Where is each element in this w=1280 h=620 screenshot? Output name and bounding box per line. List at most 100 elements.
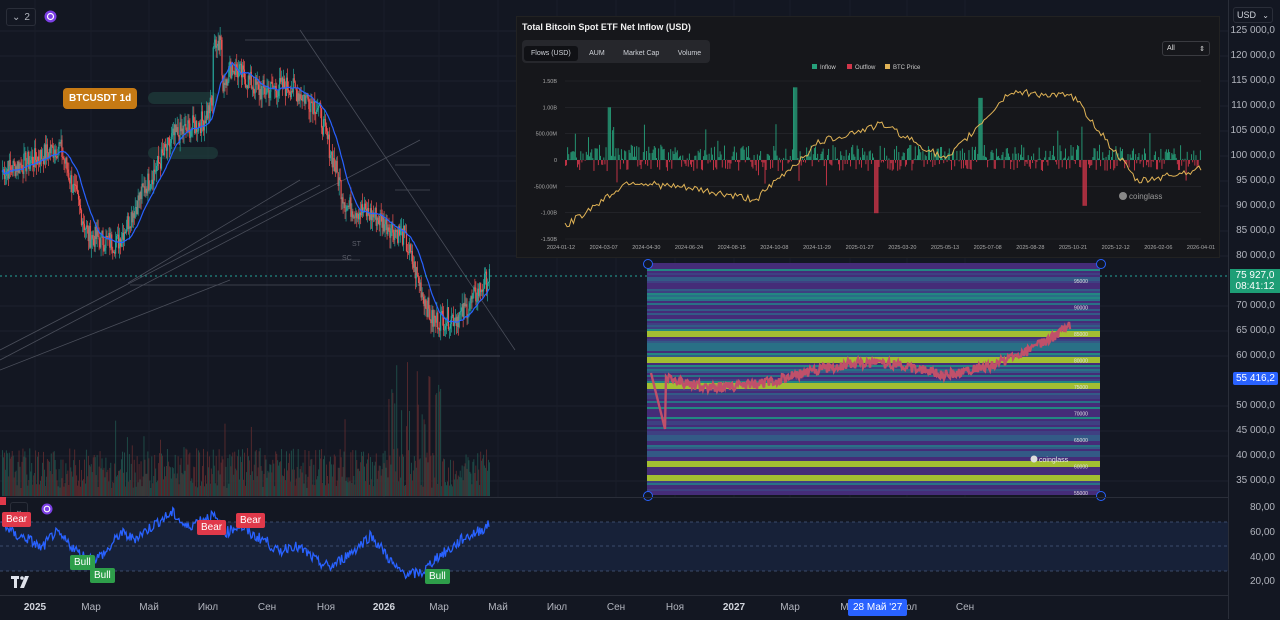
- candle-body: [171, 137, 172, 143]
- candle-body: [418, 275, 419, 278]
- inflow-bar: [920, 152, 921, 160]
- inflow-bar: [1076, 150, 1077, 160]
- volume-bar: [2, 450, 3, 496]
- volume-bar: [55, 460, 56, 496]
- outflow-bar: [887, 160, 888, 169]
- rsi-bear-badge: Bear: [236, 513, 265, 528]
- candle-body: [199, 123, 200, 127]
- inflow-bar: [903, 152, 904, 160]
- inflow-bar: [792, 149, 793, 160]
- inflow-bar: [785, 149, 786, 160]
- inflow-bar: [747, 157, 748, 160]
- volume-bar: [410, 474, 411, 496]
- volume-bar: [233, 475, 234, 496]
- inflow-bar: [986, 157, 987, 160]
- heatmap-band: [647, 357, 1100, 359]
- volume-bar: [259, 451, 260, 496]
- outflow-bar: [581, 160, 582, 162]
- volume-bar: [282, 475, 283, 496]
- candle-body: [71, 175, 72, 192]
- volume-bar: [95, 457, 96, 496]
- volume-bar: [368, 453, 369, 496]
- rsi-pane[interactable]: [0, 498, 1228, 594]
- volume-bar: [381, 476, 382, 496]
- inflow-bar: [836, 159, 837, 160]
- volume-bar: [467, 469, 468, 496]
- inflow-bar: [841, 155, 842, 160]
- inflow-bar: [1144, 148, 1145, 160]
- rsi-sync-button[interactable]: [40, 502, 54, 516]
- heatmap-band: [647, 337, 1100, 339]
- layout-toggle[interactable]: ⌄ 2: [6, 8, 36, 26]
- candle-body: [316, 110, 317, 114]
- heatmap-band: [647, 431, 1100, 433]
- volume-bar: [34, 473, 35, 496]
- volume-bar: [422, 414, 423, 496]
- price-tick-label: 80 000,0: [1236, 250, 1275, 261]
- outflow-bar: [965, 160, 966, 165]
- candle-body: [217, 46, 218, 48]
- volume-bar: [27, 486, 28, 496]
- outflow-bar: [912, 160, 913, 170]
- etf-x-tick: 2025-07-08: [974, 245, 1002, 251]
- trend-line: [0, 185, 320, 350]
- inflow-bar: [1045, 151, 1046, 160]
- inflow-bar: [1109, 150, 1110, 160]
- heatmap-band: [647, 479, 1100, 481]
- outflow-bar: [1084, 160, 1085, 206]
- volume-bar: [197, 487, 198, 496]
- volume-bar: [163, 479, 164, 496]
- inflow-bar: [1092, 157, 1093, 160]
- resize-handle-tl[interactable]: [643, 259, 653, 269]
- inflow-bar: [1168, 149, 1169, 160]
- volume-bar: [11, 457, 12, 496]
- time-tick-label: Мар: [780, 602, 800, 613]
- outflow-bar: [690, 160, 691, 164]
- last-price: 75 927,0: [1230, 270, 1280, 281]
- inflow-bar: [749, 158, 750, 160]
- heatmap-band: [647, 365, 1100, 367]
- currency-select[interactable]: USD ⌄: [1233, 7, 1273, 23]
- symbol-label[interactable]: BTCUSDT 1d: [63, 88, 137, 109]
- volume-bar: [480, 452, 481, 496]
- resize-handle-tr[interactable]: [1096, 259, 1106, 269]
- rsi-bear-badge: Bear: [197, 520, 226, 535]
- candle-body: [311, 102, 312, 103]
- volume-bar: [153, 476, 154, 496]
- inflow-bar: [898, 152, 899, 160]
- outflow-bar: [1090, 160, 1091, 166]
- outflow-bar: [738, 160, 739, 171]
- inflow-bar: [644, 125, 645, 160]
- inflow-bar: [931, 153, 932, 160]
- outflow-bar: [789, 160, 790, 162]
- outflow-bar: [765, 160, 766, 184]
- volume-bar: [145, 474, 146, 496]
- inflow-bar: [1007, 148, 1008, 160]
- outflow-bar: [987, 160, 988, 167]
- inflow-bar: [663, 149, 664, 160]
- sync-button[interactable]: [42, 8, 58, 24]
- candle-body: [202, 111, 203, 121]
- heatmap-band: [647, 271, 1100, 273]
- volume-bar: [342, 477, 343, 496]
- heatmap-band: [647, 405, 1100, 407]
- volume-bar: [25, 457, 26, 496]
- volume-bar: [202, 466, 203, 496]
- heatmap-band: [647, 371, 1100, 373]
- volume-bar: [48, 461, 49, 496]
- inflow-bar: [590, 152, 591, 160]
- inflow-bar: [872, 153, 873, 160]
- volume-bar: [384, 463, 385, 496]
- inflow-bar: [1097, 151, 1098, 160]
- heatmap-band: [647, 429, 1100, 431]
- candle-body: [79, 200, 80, 205]
- volume-bar: [471, 484, 472, 496]
- inflow-bar: [674, 154, 675, 160]
- outflow-bar: [1146, 160, 1147, 165]
- volume-bar: [144, 460, 145, 496]
- outflow-bar: [961, 160, 962, 169]
- inflow-bar: [1081, 127, 1082, 160]
